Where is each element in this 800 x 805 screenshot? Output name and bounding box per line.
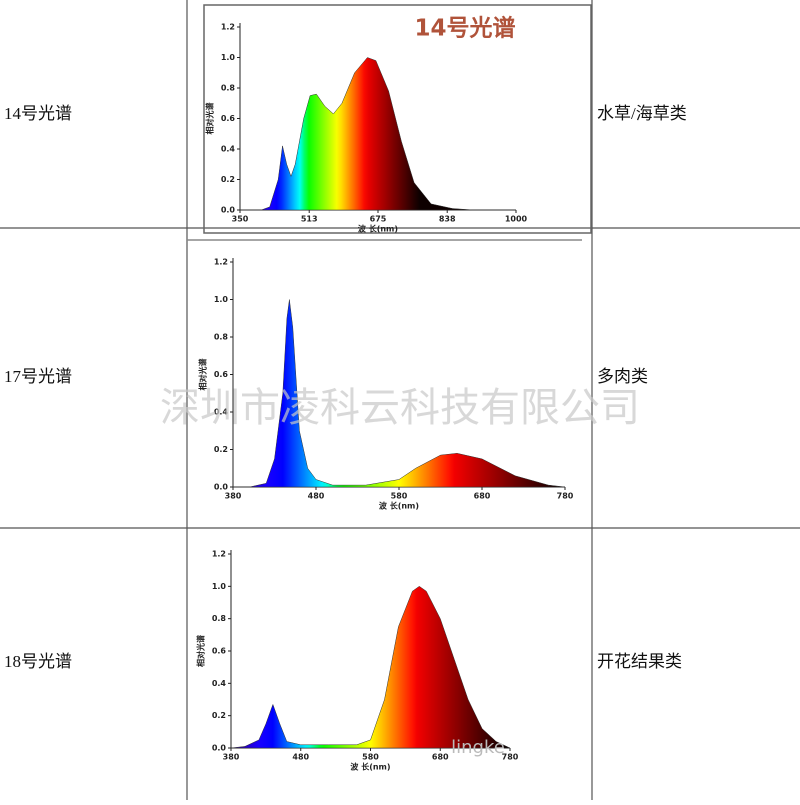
row-label: 18号光谱 bbox=[4, 652, 72, 671]
watermark: 深圳市凌科云科技有限公司 bbox=[160, 385, 640, 430]
x-tick-label: 1000 bbox=[505, 215, 528, 224]
x-tick-label: 675 bbox=[370, 215, 387, 224]
x-tick-label: 480 bbox=[292, 753, 309, 762]
y-tick-label: 0.0 bbox=[214, 483, 229, 492]
x-axis-label: 波 长(nm) bbox=[379, 501, 419, 511]
spectrum-area bbox=[240, 57, 516, 211]
y-tick-label: 1.0 bbox=[214, 295, 229, 304]
y-tick-label: 0.2 bbox=[221, 175, 235, 184]
chart-frame bbox=[203, 4, 592, 234]
x-tick-label: 780 bbox=[502, 753, 519, 762]
x-tick-label: 380 bbox=[223, 753, 240, 762]
row-category: 水草/海草类 bbox=[597, 104, 687, 123]
y-axis-label: 相对光谱 bbox=[198, 359, 208, 391]
x-tick-label: 350 bbox=[232, 215, 249, 224]
row-label: 14号光谱 bbox=[4, 104, 72, 123]
y-tick-label: 0.8 bbox=[221, 84, 236, 93]
y-tick-label: 0.4 bbox=[212, 679, 227, 688]
row-label: 17号光谱 bbox=[4, 367, 72, 386]
chart-title: 14号光谱 bbox=[414, 15, 515, 42]
y-tick-label: 1.0 bbox=[221, 53, 236, 62]
x-tick-label: 680 bbox=[474, 492, 491, 501]
x-tick-label: 580 bbox=[391, 492, 408, 501]
y-tick-label: 0.6 bbox=[221, 114, 236, 123]
x-tick-label: 380 bbox=[225, 492, 242, 501]
x-tick-label: 580 bbox=[362, 753, 379, 762]
y-axis-label: 相对光谱 bbox=[205, 103, 215, 135]
content: 14号光谱 水草/海草类14号光谱0.00.20.40.60.81.01.2350… bbox=[4, 15, 687, 772]
watermark: lingke bbox=[451, 737, 505, 758]
y-tick-label: 1.0 bbox=[212, 582, 227, 591]
y-axis-label: 相对光谱 bbox=[196, 635, 206, 667]
y-tick-label: 1.2 bbox=[212, 550, 226, 559]
y-tick-label: 0.8 bbox=[214, 333, 229, 342]
x-tick-label: 838 bbox=[439, 215, 456, 224]
x-tick-label: 680 bbox=[432, 753, 449, 762]
row-category: 多肉类 bbox=[597, 367, 648, 386]
x-tick-label: 513 bbox=[301, 215, 318, 224]
spectrum-area bbox=[233, 299, 566, 488]
x-tick-label: 480 bbox=[308, 492, 325, 501]
y-tick-label: 1.2 bbox=[221, 23, 235, 32]
y-tick-label: 0.2 bbox=[214, 445, 228, 454]
x-tick-label: 780 bbox=[557, 492, 574, 501]
y-tick-label: 0.8 bbox=[212, 614, 227, 623]
spectrum-area bbox=[230, 585, 511, 749]
y-tick-label: 0.0 bbox=[221, 206, 236, 215]
y-tick-label: 0.2 bbox=[212, 711, 226, 720]
y-tick-label: 0.4 bbox=[221, 145, 236, 154]
y-tick-label: 0.6 bbox=[214, 370, 229, 379]
x-axis-label: 波 长(nm) bbox=[358, 224, 398, 234]
y-tick-label: 1.2 bbox=[214, 258, 228, 267]
row-category: 开花结果类 bbox=[597, 652, 682, 671]
x-axis-label: 波 长(nm) bbox=[350, 762, 390, 772]
y-tick-label: 0.6 bbox=[212, 647, 227, 656]
y-tick-label: 0.4 bbox=[214, 408, 229, 417]
y-tick-label: 0.0 bbox=[212, 744, 227, 753]
